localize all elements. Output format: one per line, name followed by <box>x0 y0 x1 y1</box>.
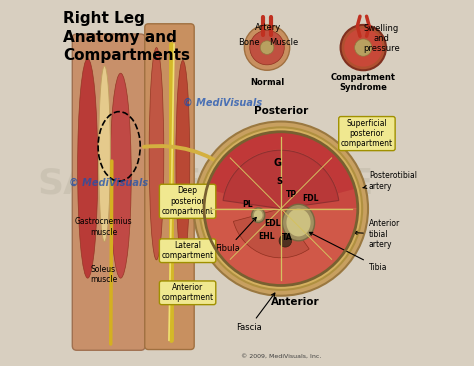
Text: Lateral
compartment: Lateral compartment <box>162 241 214 261</box>
Ellipse shape <box>99 66 110 242</box>
Circle shape <box>260 41 274 55</box>
Text: © MediVisuals: © MediVisuals <box>234 200 313 210</box>
Ellipse shape <box>110 73 131 278</box>
Text: Anterior: Anterior <box>271 297 320 307</box>
Ellipse shape <box>286 209 310 236</box>
Text: Deep
posterior
compartment: Deep posterior compartment <box>162 186 214 216</box>
Text: © MediVisuals: © MediVisuals <box>183 97 262 108</box>
Circle shape <box>250 30 284 65</box>
Circle shape <box>344 29 383 67</box>
Text: S: S <box>276 177 282 186</box>
Text: SAMPLE: SAMPLE <box>210 166 374 200</box>
Text: Compartment
Syndrome: Compartment Syndrome <box>331 72 396 92</box>
Ellipse shape <box>252 208 265 223</box>
Text: Fibula: Fibula <box>215 217 256 253</box>
Text: Right Leg
Anatomy and
Compartments: Right Leg Anatomy and Compartments <box>63 11 190 63</box>
Text: TA: TA <box>282 233 293 242</box>
Text: © 2009, MediVisuals, Inc.: © 2009, MediVisuals, Inc. <box>241 354 321 359</box>
Text: EDL: EDL <box>264 220 281 228</box>
Text: FDL: FDL <box>302 194 319 203</box>
FancyBboxPatch shape <box>145 24 194 350</box>
Text: Muscle: Muscle <box>269 38 299 46</box>
Wedge shape <box>223 150 339 209</box>
Text: Artery: Artery <box>255 23 281 32</box>
Circle shape <box>341 25 386 70</box>
Text: Swelling
and
pressure: Swelling and pressure <box>363 23 400 53</box>
Ellipse shape <box>176 60 190 262</box>
Ellipse shape <box>78 59 98 278</box>
Text: G: G <box>273 158 281 168</box>
Ellipse shape <box>283 204 315 241</box>
Circle shape <box>355 39 372 56</box>
Ellipse shape <box>149 48 164 260</box>
FancyBboxPatch shape <box>73 34 145 350</box>
Wedge shape <box>204 132 358 209</box>
Text: Bone: Bone <box>238 38 260 46</box>
Circle shape <box>279 235 292 247</box>
Text: Superficial
posterior
compartment: Superficial posterior compartment <box>341 119 393 149</box>
Circle shape <box>194 122 368 296</box>
Text: Gastrocnemius
muscle: Gastrocnemius muscle <box>74 217 132 237</box>
Text: Normal: Normal <box>250 78 284 87</box>
Text: TP: TP <box>286 190 298 199</box>
Text: Posterior: Posterior <box>254 107 308 116</box>
Text: © MediVisuals: © MediVisuals <box>69 178 148 188</box>
Text: SAMPLE: SAMPLE <box>38 166 202 200</box>
Text: Fascia: Fascia <box>236 293 275 332</box>
Wedge shape <box>207 132 355 193</box>
Circle shape <box>200 127 362 290</box>
Text: Anterior
tibial
artery: Anterior tibial artery <box>354 219 400 249</box>
Text: EHL: EHL <box>258 232 274 240</box>
Circle shape <box>244 25 290 70</box>
Text: PL: PL <box>243 200 253 209</box>
Text: Anterior
compartment: Anterior compartment <box>162 283 214 303</box>
Wedge shape <box>233 209 309 258</box>
Wedge shape <box>204 209 358 285</box>
Text: Posterotibial
artery: Posterotibial artery <box>363 171 417 191</box>
Text: Tibia: Tibia <box>310 232 387 272</box>
Text: Soleus
muscle: Soleus muscle <box>90 265 117 284</box>
Ellipse shape <box>254 210 263 220</box>
